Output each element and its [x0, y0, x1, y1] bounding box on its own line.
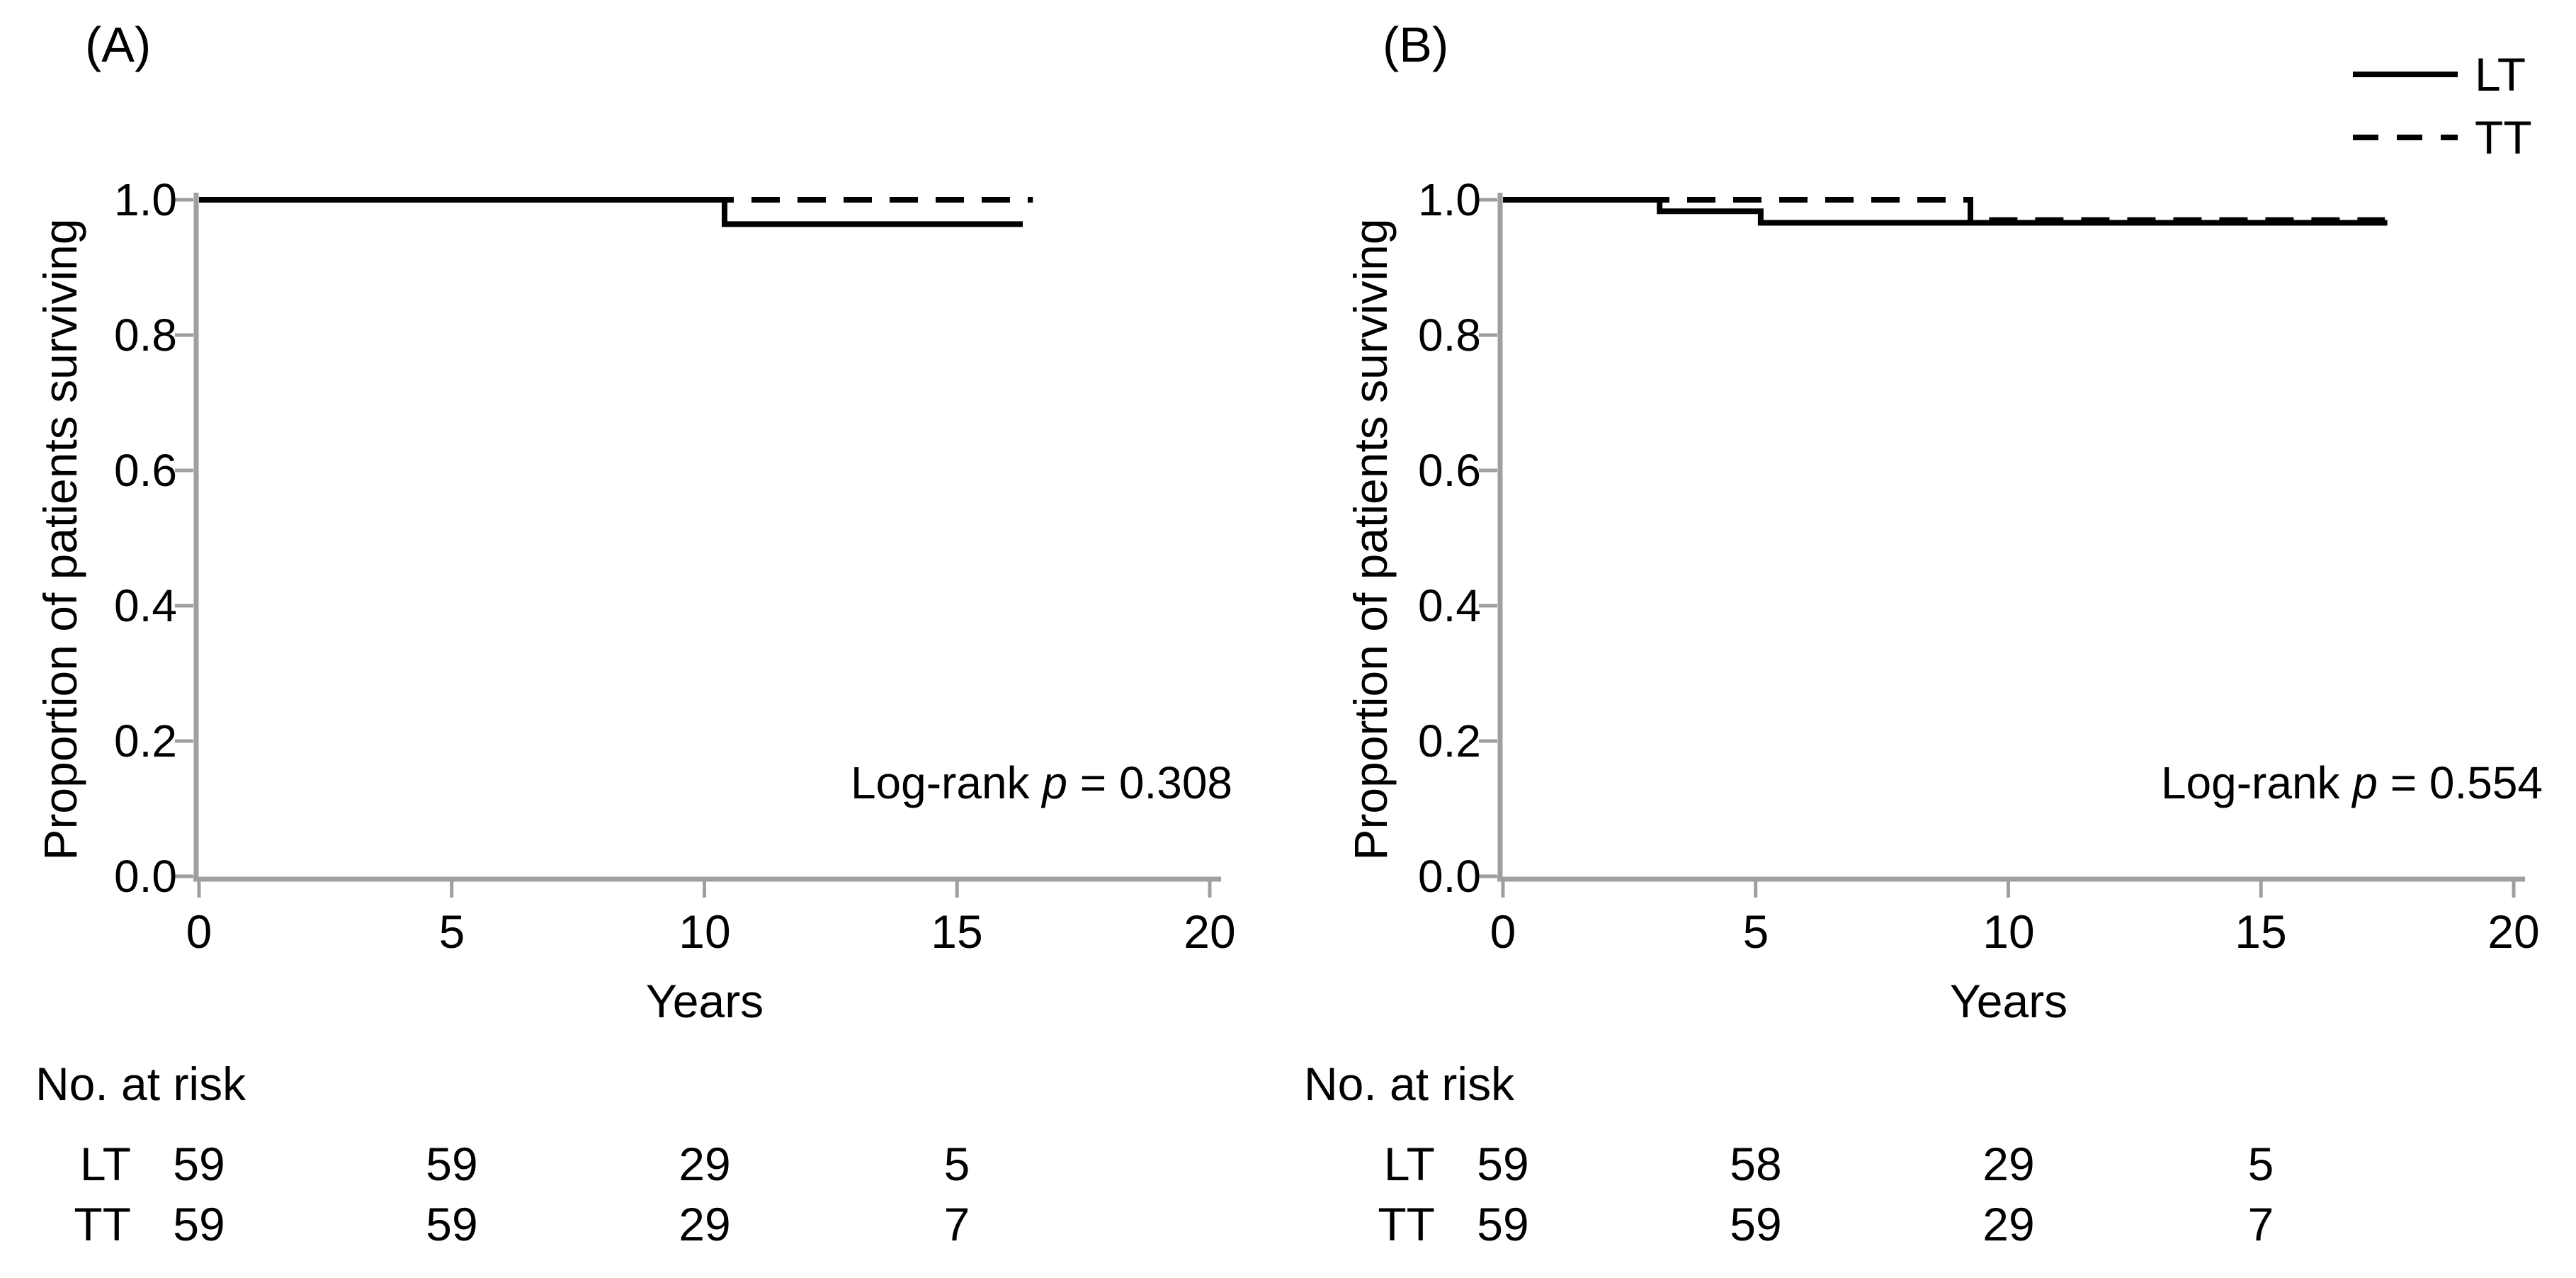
panel-b-curve-lt — [1503, 197, 2388, 226]
panel-a-ytick-label: 0.4 — [114, 580, 177, 631]
panel-a-at-risk-row-label: TT — [74, 1198, 131, 1250]
panel-b-x-axis-title: Years — [1949, 975, 2068, 1027]
panel-b-at-risk-value: 5 — [2247, 1138, 2274, 1190]
panel-b-xtick-label: 5 — [1742, 905, 1769, 958]
panel-b-at-risk-value: 7 — [2247, 1198, 2274, 1250]
panel-a-at-risk-value: 7 — [943, 1198, 970, 1250]
panel-a-at-risk-value: 59 — [173, 1198, 225, 1250]
panel-a-at-risk-value: 29 — [679, 1198, 731, 1250]
panel-b-at-risk-value: 29 — [1982, 1138, 2035, 1190]
legend-label-lt: LT — [2475, 48, 2526, 101]
panel-a-xtick-label: 5 — [438, 905, 465, 958]
panel-b-curve-tt — [1503, 197, 2385, 223]
panel-a-x-axis-title: Years — [645, 975, 764, 1027]
panel-b-at-risk-value: 59 — [1730, 1198, 1782, 1250]
panel-a-at-risk-value: 59 — [426, 1198, 478, 1250]
panel-b-xtick-label: 10 — [1982, 905, 2035, 958]
panel-a-xtick-label: 10 — [679, 905, 731, 958]
panel-a-xtick-label: 20 — [1184, 905, 1236, 958]
panel-a-logrank-annotation: Log-rank p = 0.308 — [850, 757, 1232, 808]
panel-a-xtick-label: 15 — [931, 905, 983, 958]
panel-b-ytick-label: 0.6 — [1418, 445, 1481, 496]
panel-b-xtick-label: 15 — [2235, 905, 2287, 958]
panel-a-label: (A) — [85, 17, 152, 72]
panel-b-at-risk-value: 58 — [1730, 1138, 1782, 1190]
panel-b-ytick-label: 0.8 — [1418, 310, 1481, 361]
panel-a-at-risk-title: No. at risk — [35, 1058, 246, 1110]
panel-b-at-risk-row-label: TT — [1378, 1198, 1435, 1250]
panel-b-at-risk-row-label: LT — [1383, 1138, 1435, 1190]
panel-b-logrank-annotation: Log-rank p = 0.554 — [2160, 757, 2543, 808]
panel-b-ytick-label: 0.4 — [1418, 580, 1481, 631]
panel-a-xtick-label: 0 — [186, 905, 212, 958]
panel-a-at-risk-row-label: LT — [79, 1138, 131, 1190]
panel-a-ytick-label: 0.8 — [114, 310, 177, 361]
panel-a-ytick-label: 0.2 — [114, 716, 177, 767]
panel-b-at-risk-value: 29 — [1982, 1198, 2035, 1250]
panel-b-ytick-label: 0.0 — [1418, 851, 1481, 902]
panel-b-xtick-label: 20 — [2487, 905, 2540, 958]
panel-a-ytick-label: 0.0 — [114, 851, 177, 902]
panel-a-curve-lt — [199, 197, 1023, 227]
panel-a-at-risk-value: 29 — [679, 1138, 731, 1190]
panel-b-ytick-label: 1.0 — [1418, 174, 1481, 225]
legend-solid-line-swatch — [2353, 72, 2458, 77]
panel-b-at-risk-value: 59 — [1477, 1138, 1529, 1190]
panel-a-ytick-label: 0.6 — [114, 445, 177, 496]
panel-b-y-axis-title: Proportion of patients surviving — [1344, 218, 1397, 861]
panel-b-at-risk-value: 59 — [1477, 1198, 1529, 1250]
panel-a-y-axis-title: Proportion of patients surviving — [34, 218, 86, 861]
panel-b-at-risk-title: No. at risk — [1304, 1058, 1515, 1110]
legend-dashed-line-swatch — [2353, 135, 2458, 140]
legend-label-tt: TT — [2475, 111, 2532, 164]
panel-b-label: (B) — [1383, 17, 1449, 72]
panel-a-at-risk-value: 59 — [426, 1138, 478, 1190]
panel-b-xtick-label: 0 — [1490, 905, 1516, 958]
panel-b-ytick-label: 0.2 — [1418, 716, 1481, 767]
panel-a-ytick-label: 1.0 — [114, 174, 177, 225]
panel-a-at-risk-value: 5 — [943, 1138, 970, 1190]
panel-a-at-risk-value: 59 — [173, 1138, 225, 1190]
